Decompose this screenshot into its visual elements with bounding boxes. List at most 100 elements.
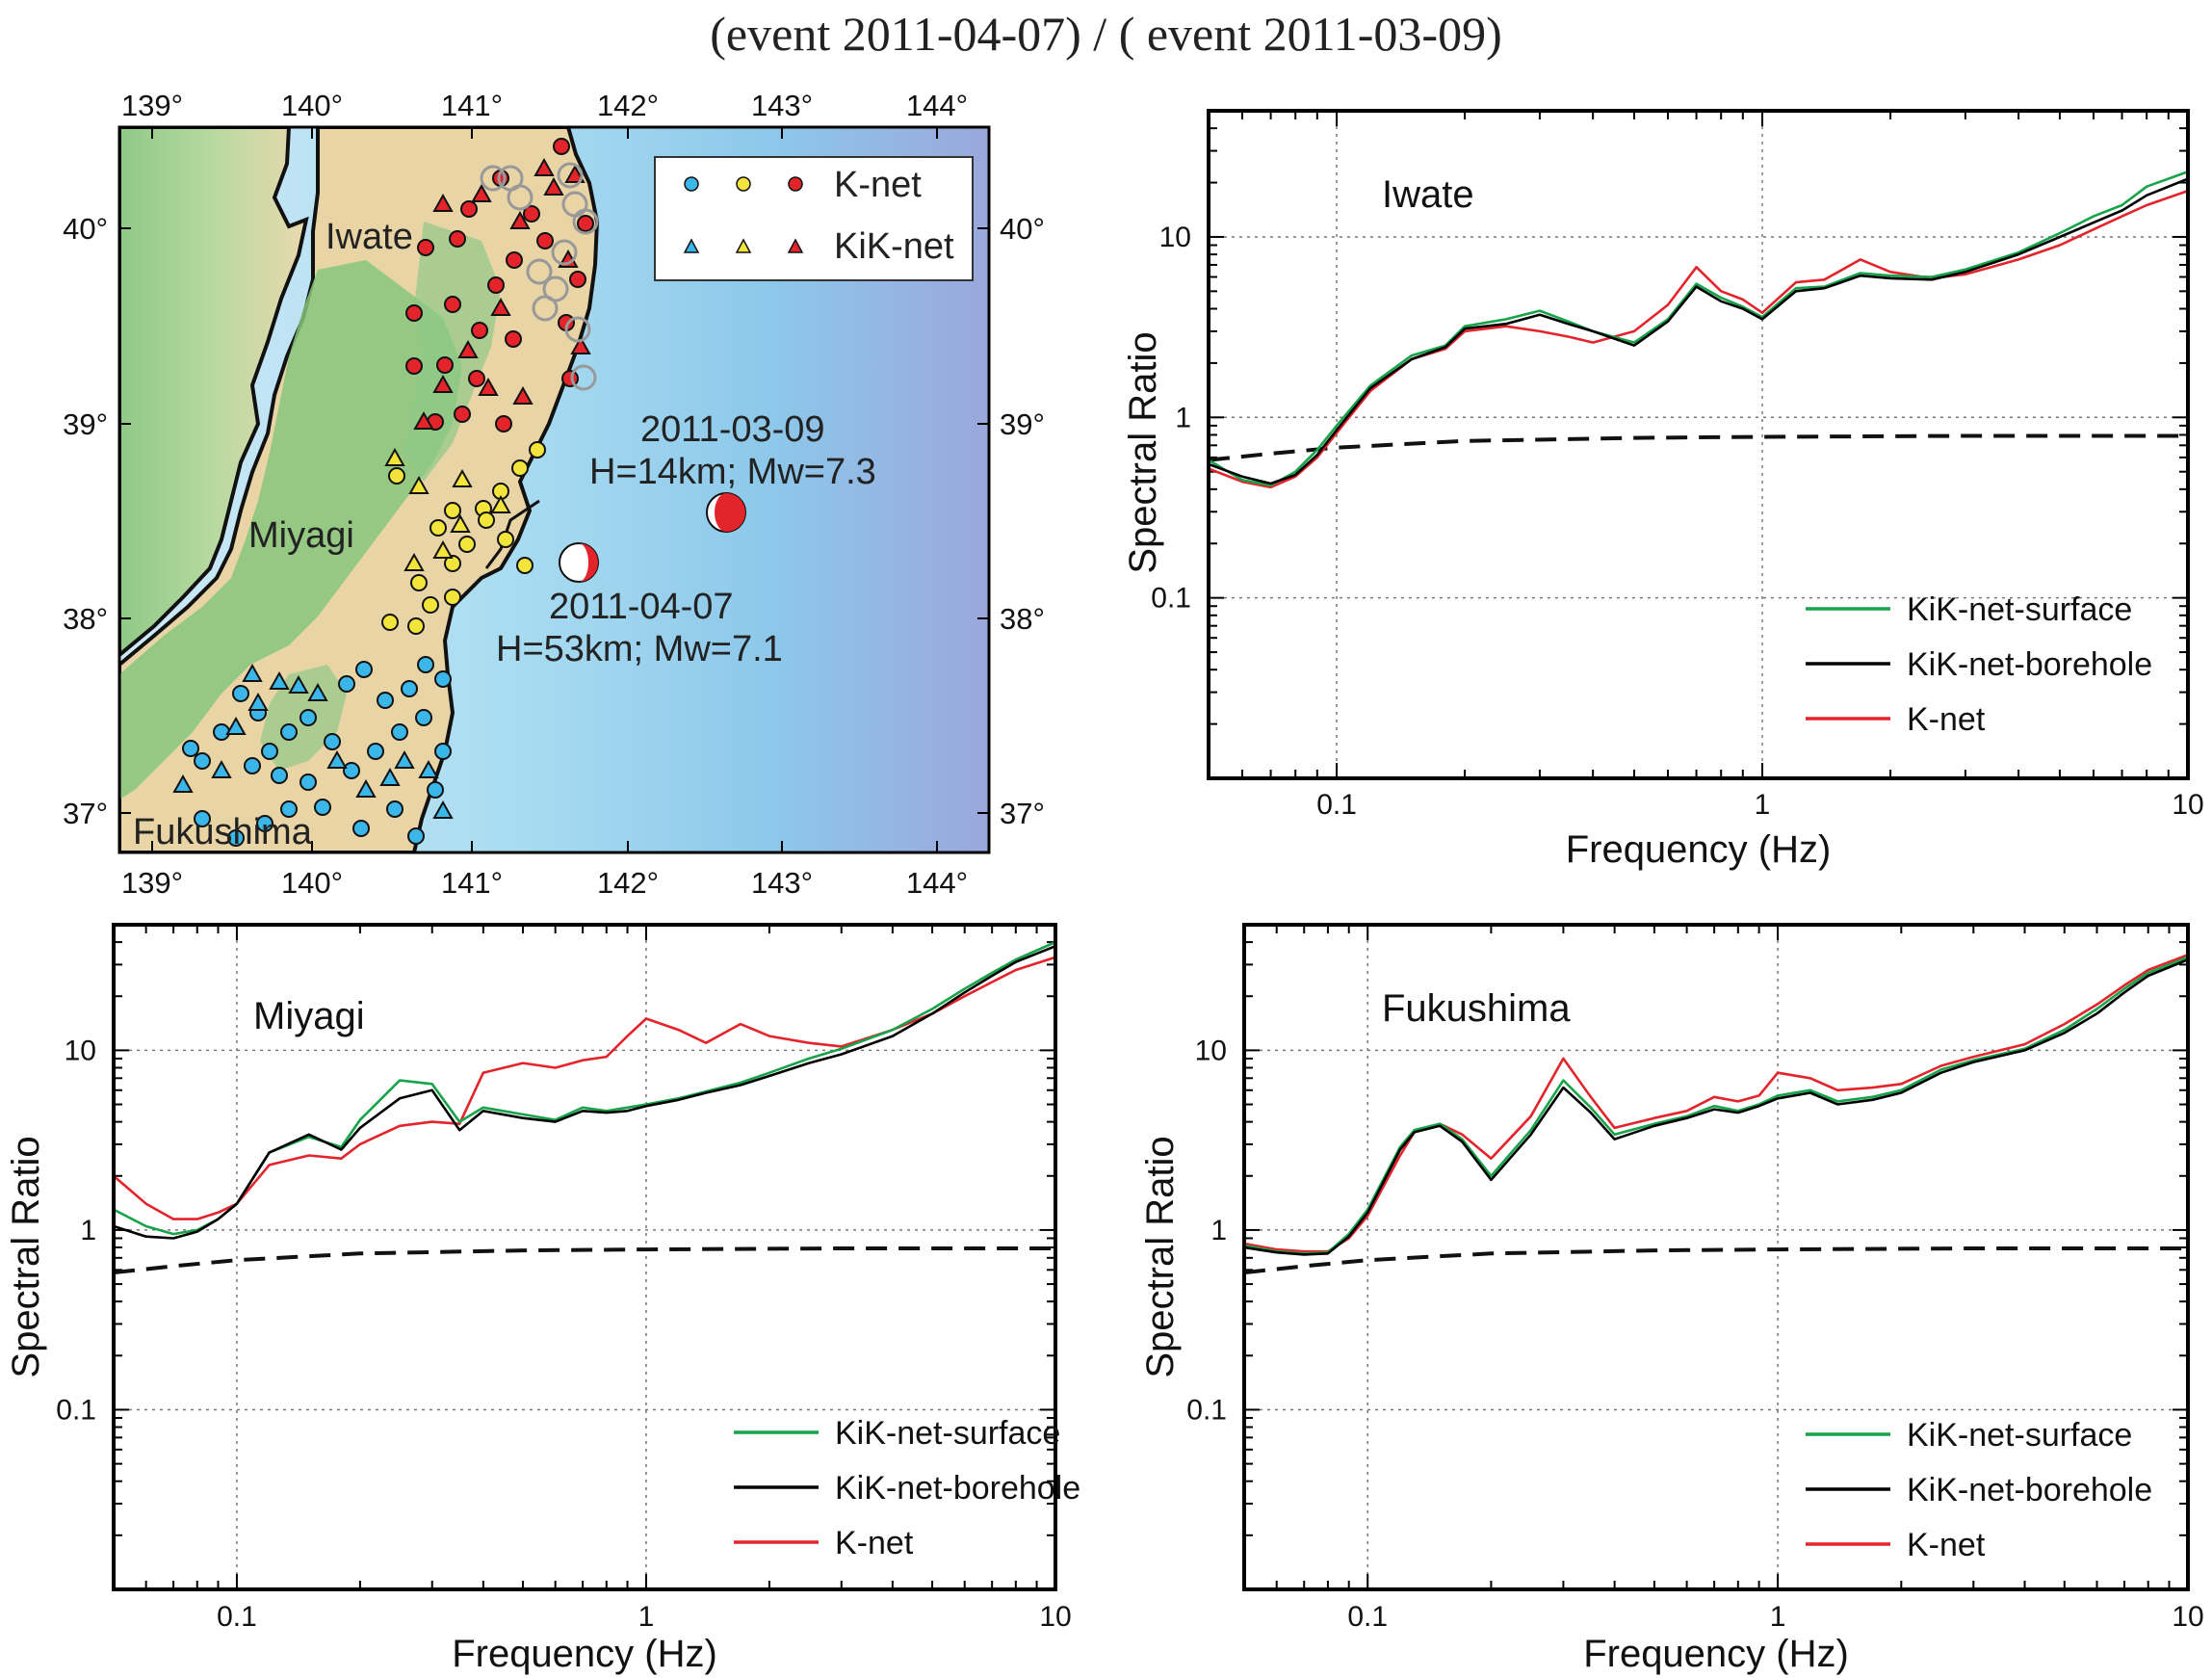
knet-station-blue-16 — [213, 723, 230, 741]
kiknet-station-yellow-4 — [403, 552, 425, 571]
series-kik-net-borehole-2 — [1244, 957, 2188, 1256]
kiknet-station-blue-3 — [247, 692, 269, 711]
xtick-label-2-0: 0.1 — [1347, 1601, 1388, 1633]
plot-frame-0 — [1207, 109, 2190, 780]
series-kik-net-borehole-1 — [114, 944, 1055, 1240]
reference-curve-1 — [114, 1246, 1055, 1275]
panel-fukushima: 0.1 1 10 0.1 1 10 Frequency (Hz) Spectral Ratio… — [1139, 923, 2204, 1675]
map-lon-bottom-1: 140° — [281, 866, 343, 900]
xtick-label-0-1: 1 — [1755, 789, 1771, 821]
legend-0: KiK-net-surface KiK-net-borehole K-net — [1806, 591, 2152, 738]
ytick-label-2-0: 0.1 — [1186, 1394, 1227, 1426]
map-lat-right-0: 40° — [1000, 212, 1045, 246]
kiknet-station-yellow-1 — [408, 475, 429, 494]
ytick-label-1-0: 0.1 — [56, 1394, 96, 1426]
knet-station-blue-21 — [299, 773, 317, 791]
region-label-0: Iwate — [1382, 173, 1474, 216]
legend-label-0-2: K-net — [1907, 701, 1986, 738]
knet-station-yellow-12 — [422, 596, 439, 614]
kiknet-station-red-9 — [413, 410, 434, 430]
legend-kiknet-yellow-triangle — [735, 238, 752, 253]
knet-station-red-10 — [405, 304, 423, 322]
event-0309-date: 2011-03-09 — [640, 409, 825, 450]
knet-station-yellow-8 — [458, 536, 476, 553]
knet-station-red-21 — [569, 271, 586, 288]
knet-station-red-14 — [405, 357, 423, 375]
map-lat-labels-right: 40° 39° 38° 37° — [1000, 212, 1045, 830]
map-frame — [117, 125, 991, 854]
kiknet-station-blue-8 — [379, 767, 401, 786]
legend-kiknet-blue-triangle — [683, 238, 700, 253]
highlighted-station-ring-0 — [480, 165, 507, 192]
knet-station-red-4 — [449, 230, 466, 248]
knet-station-yellow-9 — [444, 555, 461, 572]
knet-station-blue-18 — [182, 740, 199, 757]
knet-station-red-13 — [436, 356, 454, 374]
reference-curve-2 — [1244, 1246, 2188, 1275]
ylabel-1: Spectral Ratio — [5, 1136, 47, 1377]
ytick-label-2-2: 10 — [1195, 1035, 1227, 1066]
event-0407-date: 2011-04-07 — [549, 587, 734, 627]
series-kik-net-surface-0 — [1209, 170, 2188, 487]
knet-station-yellow-4 — [444, 502, 461, 519]
ylabel-2: Spectral Ratio — [1139, 1136, 1182, 1377]
map-lat-right-3: 37° — [1000, 797, 1045, 830]
plot-frame-1 — [112, 923, 1057, 1591]
knet-station-blue-26 — [194, 810, 211, 827]
knet-station-blue-15 — [232, 685, 249, 702]
knet-station-blue-19 — [244, 757, 261, 774]
xtick-label-1-0: 0.1 — [217, 1601, 257, 1633]
knet-station-blue-17 — [194, 752, 211, 770]
highlighted-station-ring-5 — [572, 208, 599, 235]
event-0309-params: H=14km; Mw=7.3 — [589, 452, 876, 492]
map-lon-labels-bottom: 139° 140° 141° 142° 143° 144° — [121, 866, 968, 900]
ytick-label-0-0: 0.1 — [1151, 583, 1191, 615]
ytick-label-0-2: 10 — [1159, 222, 1191, 253]
kiknet-station-blue-7 — [355, 778, 377, 798]
knet-station-blue-6 — [415, 709, 432, 726]
knet-station-blue-0 — [417, 656, 434, 673]
highlighted-station-ring-11 — [570, 364, 597, 391]
knet-station-blue-28 — [386, 800, 403, 818]
beachball-0407-fill — [579, 543, 598, 582]
knet-station-blue-23 — [280, 800, 298, 818]
knet-station-blue-9 — [343, 762, 360, 779]
xtick-label-0-0: 0.1 — [1316, 789, 1357, 821]
kiknet-station-red-0 — [432, 193, 454, 212]
knet-station-red-5 — [417, 239, 434, 256]
kiknet-station-blue-9 — [418, 759, 439, 778]
knet-station-red-11 — [471, 322, 488, 339]
map-lat-labels-left: 40° 39° 38° 37° — [63, 212, 108, 830]
highlighted-station-ring-8 — [542, 275, 569, 302]
kiknet-station-red-7 — [457, 339, 479, 358]
map-lon-bottom-0: 139° — [121, 866, 183, 900]
knet-station-yellow-15 — [516, 557, 533, 574]
panel-miyagi: 0.1 1 10 0.1 1 10 Frequency (Hz) Spectral Ratio… — [5, 923, 1080, 1675]
map-label-fukushima: Fukushima — [133, 812, 313, 852]
knet-station-yellow-11 — [444, 589, 461, 606]
legend-knet-red-circle — [788, 176, 803, 192]
knet-station-red-12 — [505, 330, 522, 348]
kiknet-station-red-8 — [432, 374, 454, 393]
xlabel-0: Frequency (Hz) — [1566, 828, 1832, 871]
map-lon-top-4: 143° — [751, 89, 813, 122]
kiknet-station-red-2 — [509, 210, 531, 229]
event-2011-04-07: 2011-04-07 H=53km; Mw=7.1 — [496, 542, 783, 669]
knet-station-blue-5 — [338, 675, 355, 693]
map-label-iwate: Iwate — [325, 217, 413, 257]
legend-kiknet-label: KiK-net — [834, 226, 954, 267]
map-lon-bottom-3: 142° — [597, 866, 659, 900]
ytick-label-2-1: 1 — [1210, 1215, 1227, 1246]
knet-station-blue-2 — [401, 680, 418, 697]
map-lat-left-3: 37° — [63, 797, 108, 830]
knet-station-blue-29 — [407, 827, 425, 845]
series-kik-net-surface-2 — [1244, 956, 2188, 1255]
ytick-label-1-1: 1 — [80, 1215, 96, 1246]
map-lat-right-2: 38° — [1000, 602, 1045, 636]
legend-kiknet-red-triangle — [787, 238, 804, 253]
kiknet-station-blue-1 — [269, 670, 290, 690]
highlighted-station-ring-6 — [551, 239, 578, 266]
map-lon-top-0: 139° — [121, 89, 183, 122]
series-kik-net-borehole-0 — [1209, 177, 2188, 485]
region-label-1: Miyagi — [253, 995, 365, 1037]
